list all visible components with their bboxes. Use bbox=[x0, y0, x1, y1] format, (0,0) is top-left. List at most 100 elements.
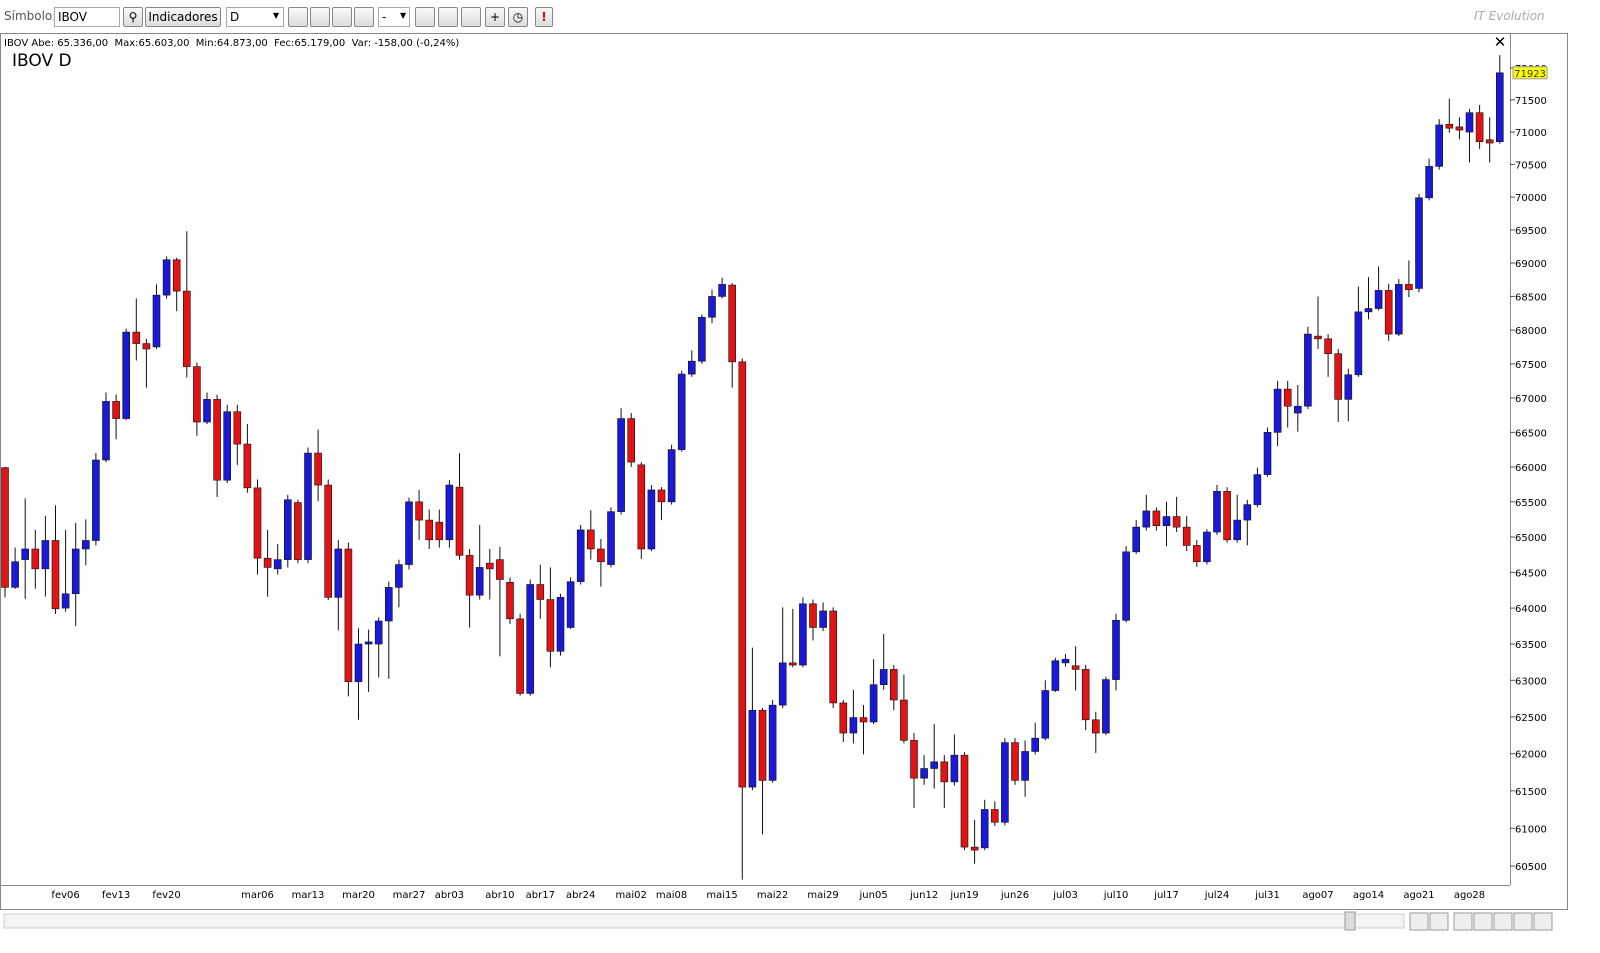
candle-body bbox=[758, 709, 767, 781]
tool-button[interactable] bbox=[310, 7, 330, 27]
candle-body bbox=[1435, 124, 1443, 167]
candle-body bbox=[233, 411, 242, 445]
candle-body bbox=[526, 584, 535, 694]
candle-body bbox=[617, 418, 625, 512]
candle-body bbox=[1405, 284, 1413, 291]
candle-body bbox=[889, 669, 898, 701]
tool-button[interactable] bbox=[354, 7, 374, 27]
alert-button[interactable]: ! bbox=[535, 7, 553, 27]
tool-button[interactable] bbox=[415, 7, 435, 27]
tool-button[interactable] bbox=[461, 7, 481, 27]
chart-frame bbox=[0, 33, 1568, 910]
tool-button[interactable] bbox=[288, 7, 308, 27]
candle-body bbox=[728, 284, 737, 363]
candle-body bbox=[637, 464, 646, 550]
candle-body bbox=[172, 259, 181, 292]
x-tick-label: mai22 bbox=[757, 890, 788, 901]
zoom-out-button[interactable] bbox=[1533, 912, 1553, 931]
symbol-input[interactable]: IBOV bbox=[54, 7, 120, 27]
scroll-thumb[interactable] bbox=[1344, 911, 1356, 931]
candle-body bbox=[1455, 126, 1464, 131]
indicators-button[interactable]: Indicadores bbox=[145, 7, 221, 27]
zoom-button[interactable] bbox=[1453, 912, 1473, 931]
candle-body bbox=[11, 561, 19, 588]
option-select[interactable]: - bbox=[378, 7, 410, 27]
candle-body bbox=[607, 511, 615, 565]
scrollbar[interactable] bbox=[3, 913, 1405, 929]
candle-body bbox=[657, 489, 666, 503]
candle-body bbox=[324, 484, 333, 598]
candle-body bbox=[910, 740, 918, 779]
x-tick-label: mai08 bbox=[656, 890, 687, 901]
candle-body bbox=[1011, 742, 1019, 781]
candle-body bbox=[1021, 751, 1029, 781]
candle-body bbox=[71, 548, 80, 595]
chart: IBOV Abe: 65.336,00 Max:65.603,00 Min:64… bbox=[0, 33, 1568, 931]
x-tick-label: fev06 bbox=[51, 890, 79, 901]
print-button[interactable] bbox=[438, 7, 458, 27]
candle-body bbox=[183, 290, 191, 367]
candle-body bbox=[465, 555, 474, 596]
y-tick-label: 70500 bbox=[1515, 160, 1547, 171]
scroll-right[interactable] bbox=[1429, 912, 1449, 931]
candle-body bbox=[435, 521, 444, 541]
candle-body bbox=[1182, 526, 1191, 546]
candle-body bbox=[415, 501, 423, 521]
candle-body bbox=[940, 761, 949, 783]
candle-body bbox=[980, 809, 989, 849]
candle-body bbox=[253, 487, 262, 559]
y-tick-label: 66000 bbox=[1515, 463, 1547, 474]
candle-body bbox=[1485, 139, 1494, 144]
candle-body bbox=[1364, 308, 1373, 313]
candle-body bbox=[304, 452, 312, 560]
x-tick-label: ago28 bbox=[1454, 890, 1485, 901]
candle-body bbox=[1233, 519, 1241, 541]
toolbar: Símbolo: IBOV ⚲ Indicadores D ▼ - ▼ + ◷ … bbox=[0, 0, 1568, 34]
candle-body bbox=[193, 366, 201, 423]
candle-body bbox=[395, 564, 403, 588]
candle-body bbox=[768, 704, 777, 781]
tool-button[interactable] bbox=[332, 7, 352, 27]
dropdown-arrow: ▼ bbox=[400, 11, 407, 20]
candle-body bbox=[1051, 660, 1060, 691]
candle-body bbox=[1273, 388, 1282, 433]
candle-body bbox=[748, 709, 757, 788]
candle-body bbox=[809, 603, 817, 628]
candle-body bbox=[1374, 290, 1383, 309]
y-tick-label: 62000 bbox=[1515, 750, 1547, 761]
y-tick-label: 61000 bbox=[1515, 824, 1547, 835]
y-tick-label: 60500 bbox=[1515, 862, 1547, 873]
candle-body bbox=[1132, 526, 1140, 553]
candle-body bbox=[647, 489, 656, 550]
candle-body bbox=[152, 294, 161, 348]
candle-body bbox=[203, 399, 211, 423]
x-tick-label: fev13 bbox=[102, 890, 130, 901]
candle-body bbox=[1395, 284, 1403, 335]
x-tick-label: mar20 bbox=[342, 890, 375, 901]
candle-body bbox=[334, 548, 343, 598]
candle-body bbox=[92, 459, 100, 541]
y-tick-label: 63500 bbox=[1515, 640, 1547, 651]
zoom-button[interactable] bbox=[1493, 912, 1513, 931]
candle-body bbox=[799, 603, 807, 666]
close-icon[interactable]: ✕ bbox=[1494, 33, 1507, 51]
candle-body bbox=[859, 717, 868, 723]
candle-body bbox=[455, 486, 464, 556]
crosshair-button[interactable]: + bbox=[485, 7, 505, 27]
candle-body bbox=[273, 559, 282, 570]
candle-body bbox=[576, 529, 585, 582]
clock-button[interactable]: ◷ bbox=[508, 7, 528, 27]
period-select[interactable]: D bbox=[226, 7, 284, 27]
candle-body bbox=[1304, 333, 1312, 407]
y-tick-label: 69500 bbox=[1515, 226, 1547, 237]
candle-body bbox=[243, 443, 252, 489]
candle-body bbox=[960, 754, 969, 848]
zoom-button[interactable] bbox=[1473, 912, 1493, 931]
candle-body bbox=[1314, 335, 1322, 340]
scroll-left[interactable] bbox=[1409, 912, 1429, 931]
search-button[interactable]: ⚲ bbox=[123, 7, 143, 27]
candle-body bbox=[1213, 491, 1221, 533]
candle-body bbox=[708, 296, 716, 318]
zoom-in-button[interactable] bbox=[1513, 912, 1533, 931]
candle-body bbox=[1142, 510, 1151, 528]
